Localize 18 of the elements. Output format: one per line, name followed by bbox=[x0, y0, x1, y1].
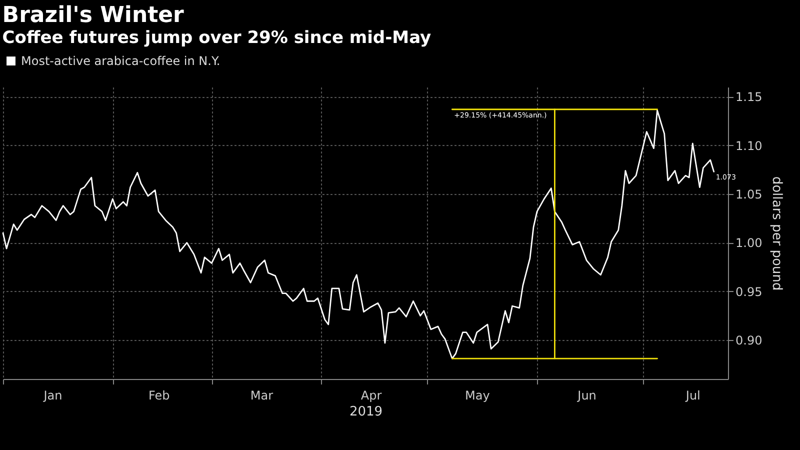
x-tick-label: Jun bbox=[576, 388, 596, 402]
y-tick-label: 0.90 bbox=[736, 334, 762, 348]
chart-subtitle: Coffee futures jump over 29% since mid-May bbox=[2, 28, 432, 48]
chart-title: Brazil's Winter bbox=[2, 3, 184, 28]
y-tick-label: 1.15 bbox=[736, 90, 762, 104]
legend-label: Most-active arabica-coffee in N.Y. bbox=[21, 54, 220, 68]
x-tick-label: Mar bbox=[250, 388, 274, 402]
x-tick-label: Feb bbox=[148, 388, 170, 402]
x-tick-label: May bbox=[464, 388, 490, 402]
y-tick-label: 0.95 bbox=[736, 284, 762, 299]
x-axis-title: 2019 bbox=[349, 404, 383, 420]
x-tick-label: Apr bbox=[360, 388, 382, 402]
x-tick-label: Jan bbox=[42, 388, 62, 402]
y-tick-label: 1.05 bbox=[736, 188, 762, 202]
y-tick-label: 1.00 bbox=[736, 236, 762, 250]
x-tick-label: Jul bbox=[684, 388, 700, 402]
y-axis-title: dollars per pound bbox=[769, 176, 784, 291]
y-tick-label: 1.10 bbox=[736, 138, 762, 153]
